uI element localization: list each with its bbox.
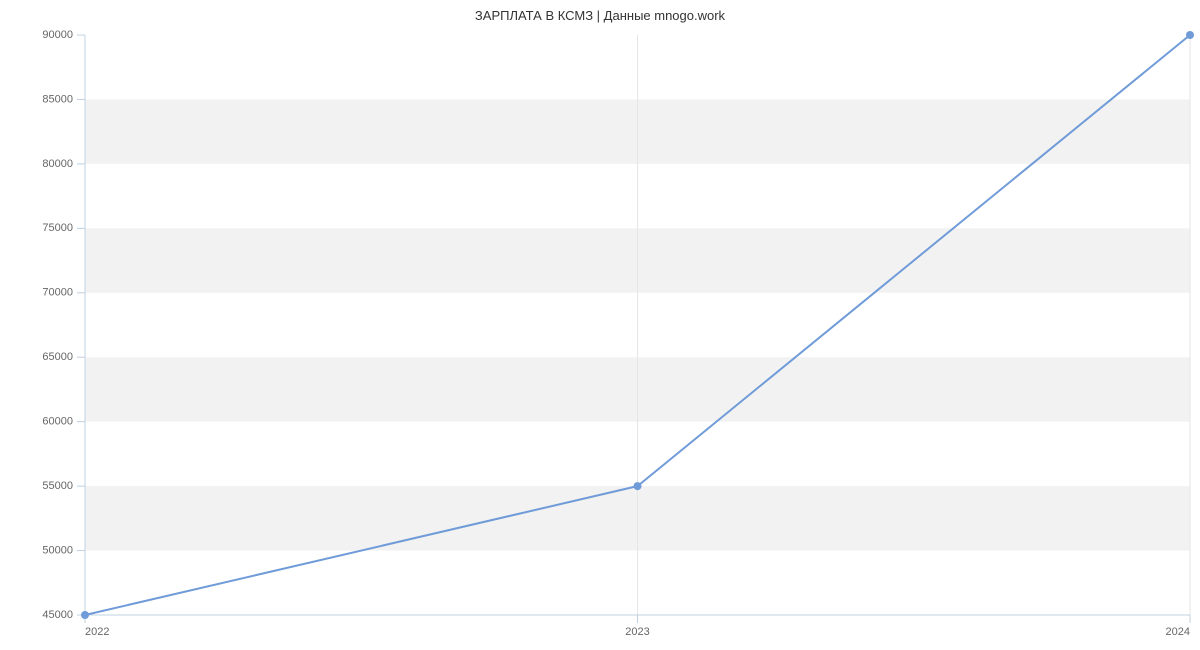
svg-text:2023: 2023 bbox=[625, 626, 649, 638]
svg-text:2024: 2024 bbox=[1166, 626, 1190, 638]
svg-text:85000: 85000 bbox=[42, 93, 73, 105]
svg-text:80000: 80000 bbox=[42, 158, 73, 170]
svg-text:55000: 55000 bbox=[42, 480, 73, 492]
svg-text:70000: 70000 bbox=[42, 287, 73, 299]
svg-text:50000: 50000 bbox=[42, 544, 73, 556]
svg-text:65000: 65000 bbox=[42, 351, 73, 363]
svg-text:45000: 45000 bbox=[42, 609, 73, 621]
salary-line-chart: ЗАРПЛАТА В КСМЗ | Данные mnogo.work 4500… bbox=[0, 0, 1200, 650]
svg-text:2022: 2022 bbox=[85, 626, 109, 638]
svg-text:75000: 75000 bbox=[42, 222, 73, 234]
svg-text:60000: 60000 bbox=[42, 416, 73, 428]
chart-svg: 45000 50000 55000 60000 65000 70000 75000 80000… bbox=[0, 0, 1200, 650]
svg-text:90000: 90000 bbox=[42, 29, 73, 41]
